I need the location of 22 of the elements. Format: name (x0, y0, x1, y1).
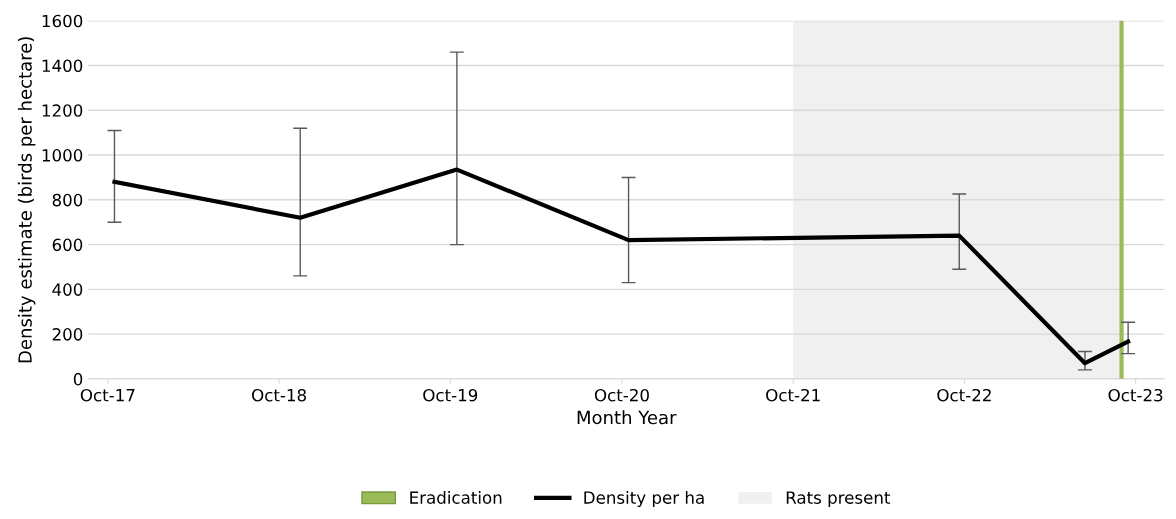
x-tick-label: Oct-20 (594, 388, 649, 402)
x-axis-title: Month Year (577, 410, 677, 425)
y-tick-label: 1200 (42, 104, 83, 117)
x-tick-label: Oct-21 (766, 388, 820, 402)
x-tick-label: Oct-17 (80, 388, 135, 402)
x-tick-label: Oct-23 (1108, 388, 1163, 402)
y-tick-label: 400 (52, 283, 83, 296)
y-tick-label: 0 (73, 372, 83, 386)
x-tick-label: Oct-19 (423, 388, 478, 402)
y-tick-label: 1400 (42, 59, 83, 73)
line-series (112, 167, 1131, 366)
y-tick-label: 200 (52, 328, 83, 341)
y-tick-label: 1000 (42, 149, 83, 162)
x-tick-label: Oct-18 (252, 388, 306, 402)
legend-label: Eradication (410, 490, 502, 504)
x-tick-label: Oct-22 (937, 388, 991, 402)
y-tick-label: 1600 (42, 14, 83, 28)
y-axis-title: Density estimate (birds per hectare) (17, 37, 36, 363)
y-tick-label: 600 (52, 238, 83, 252)
legend-label: Rats present (786, 491, 891, 508)
y-tick-label: 800 (52, 193, 83, 207)
legend-label: Density per ha (584, 490, 704, 508)
